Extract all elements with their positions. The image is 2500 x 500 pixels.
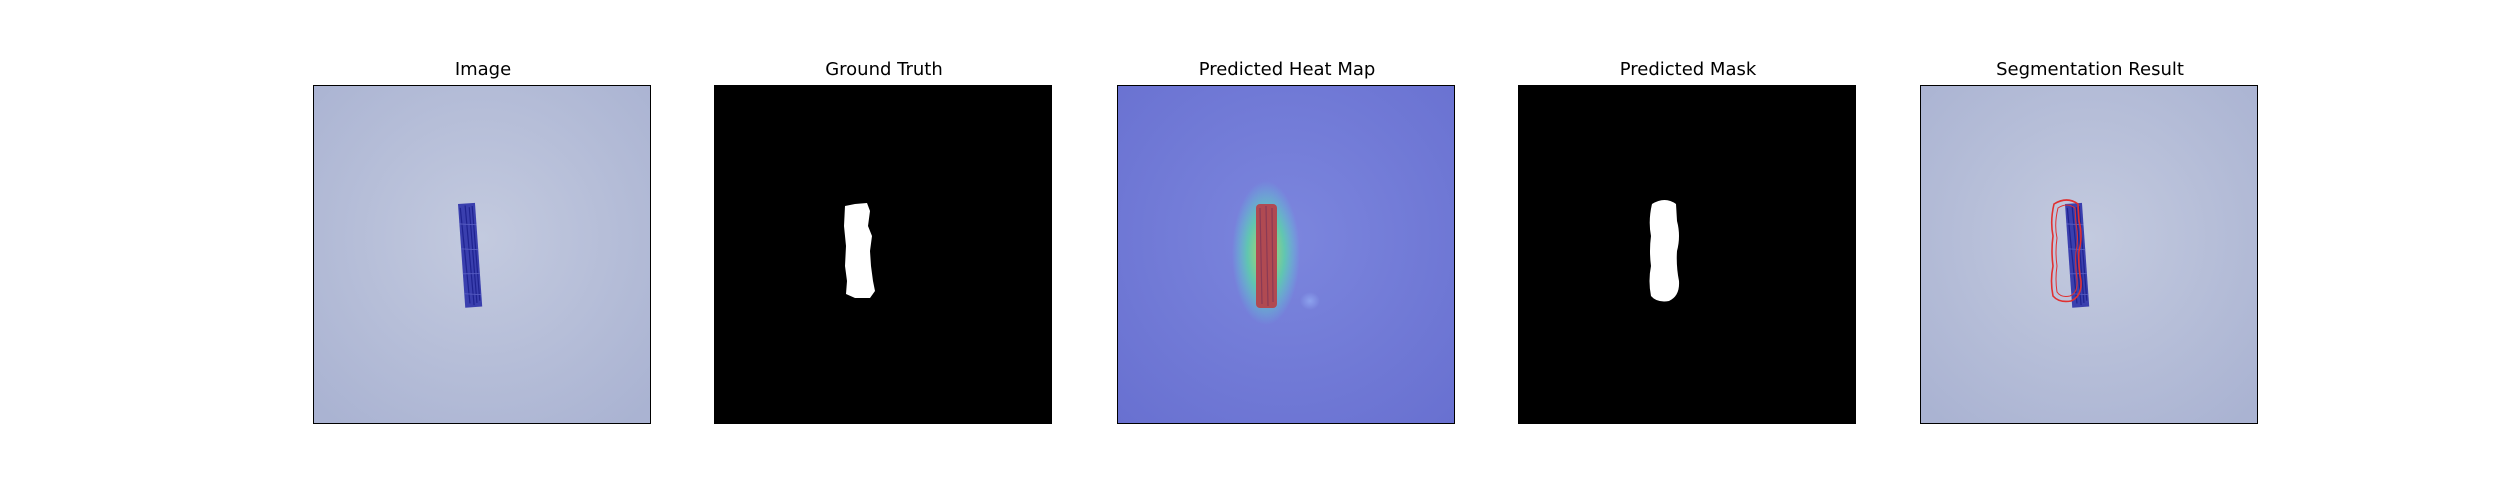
segmentation-result-frame <box>1920 85 2258 424</box>
input-image <box>314 86 650 423</box>
segmentation-contour-inner <box>2055 204 2078 297</box>
heat-map-frame <box>1117 85 1455 424</box>
predicted-mask <box>1519 86 1855 423</box>
panel-predicted-mask: Predicted Mask <box>1518 0 1858 500</box>
predicted-mask-region <box>1649 200 1680 302</box>
panel-image: Image <box>313 0 653 500</box>
predicted-mask-frame <box>1518 85 1856 424</box>
ground-truth-mask <box>715 86 1051 423</box>
image-background <box>314 86 650 423</box>
ground-truth-frame <box>714 85 1052 424</box>
panel-title-ground-truth: Ground Truth <box>825 59 943 80</box>
segmentation-contour <box>2050 199 2082 303</box>
mask-background <box>1519 86 1855 423</box>
panel-title-segmentation-result: Segmentation Result <box>1996 59 2184 80</box>
image-background <box>1921 86 2257 423</box>
segmentation-result <box>1921 86 2257 423</box>
panel-title-predicted-mask: Predicted Mask <box>1619 59 1757 80</box>
panel-title-heat-map: Predicted Heat Map <box>1198 59 1376 80</box>
mask-background <box>715 86 1051 423</box>
heat-map <box>1118 86 1454 423</box>
image-frame <box>313 85 651 424</box>
object-stick <box>458 202 483 308</box>
panel-ground-truth: Ground Truth <box>714 0 1054 500</box>
panel-title-image: Image <box>454 59 512 80</box>
ground-truth-region <box>844 203 875 298</box>
heat-spot <box>1300 292 1320 310</box>
panel-heat-map: Predicted Heat Map <box>1117 0 1457 500</box>
panel-segmentation-result: Segmentation Result <box>1920 0 2260 500</box>
